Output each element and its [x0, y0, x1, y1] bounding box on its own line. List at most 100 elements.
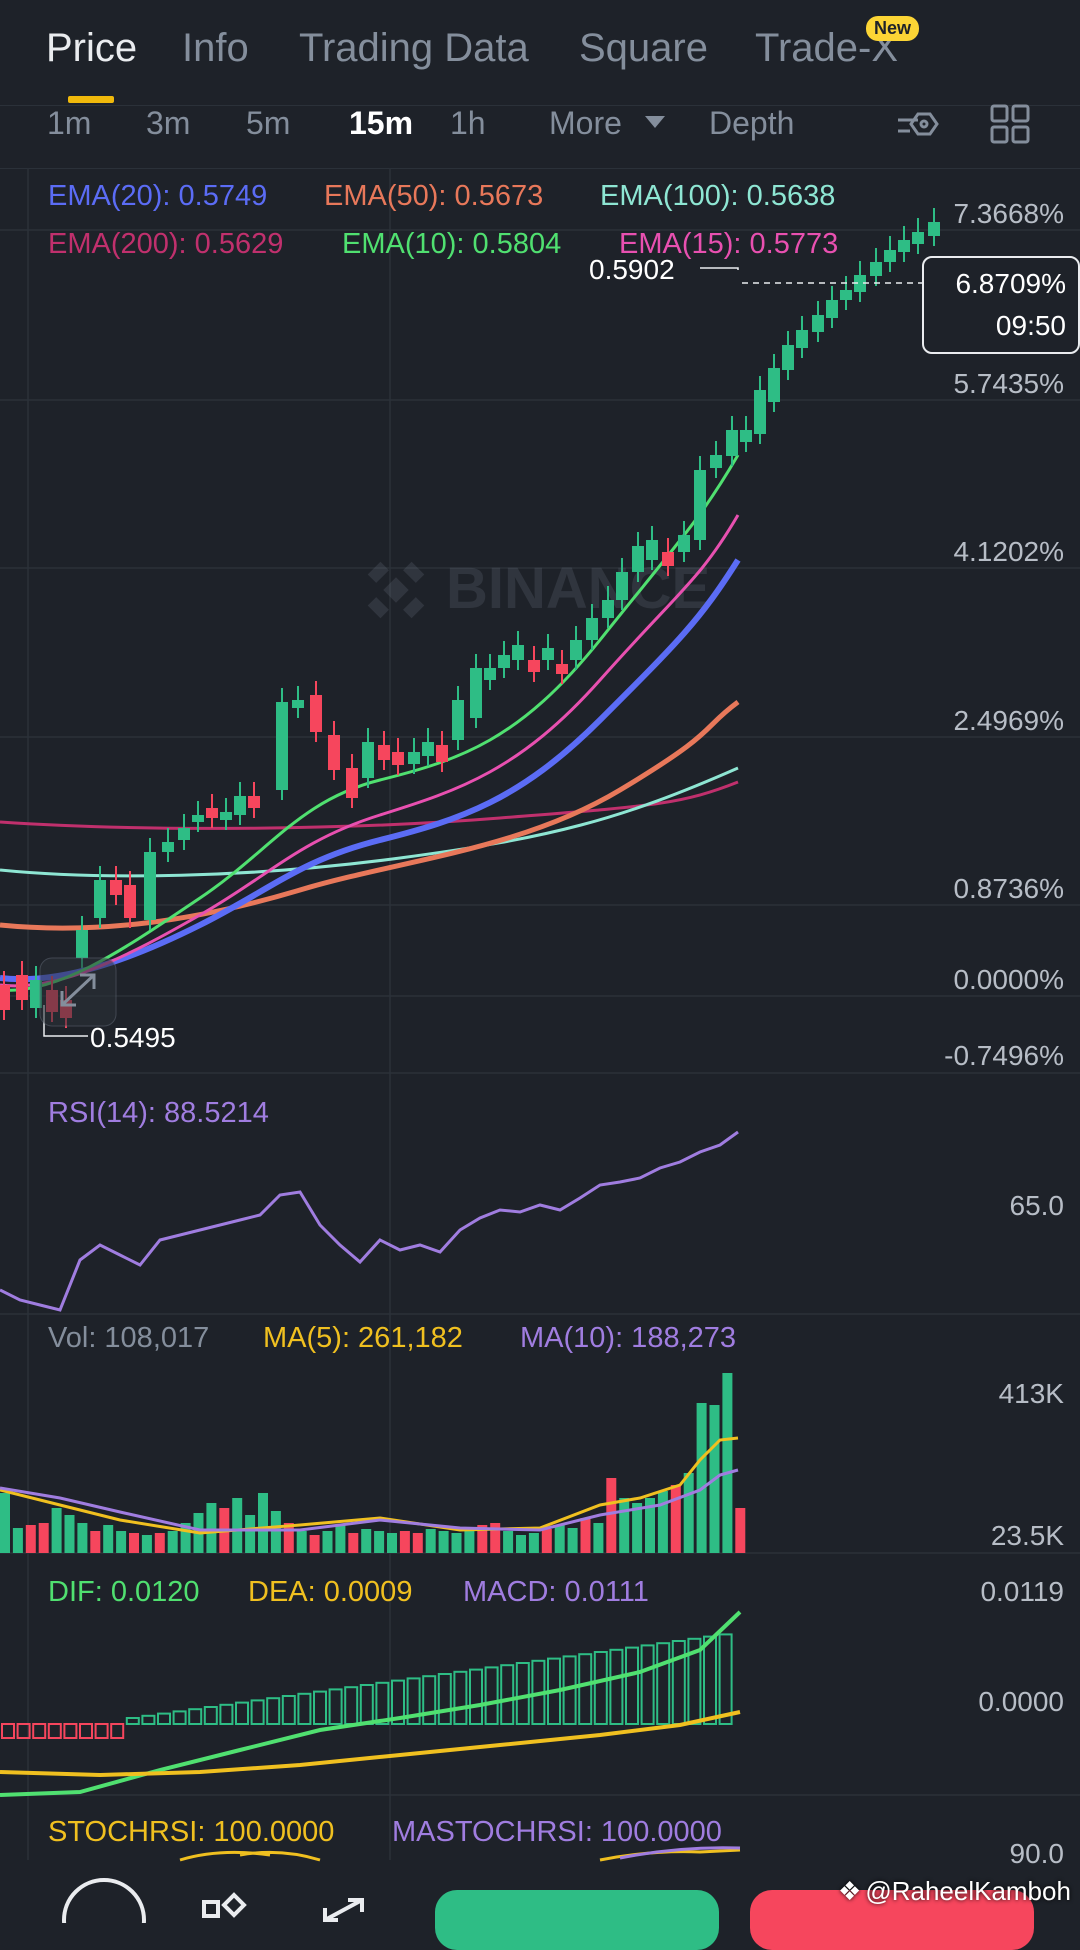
candle-body [678, 535, 690, 552]
macd-dea-legend: DEA: 0.0009 [248, 1576, 413, 1608]
layout-grid-icon[interactable] [990, 104, 1030, 144]
candle-body [854, 275, 866, 292]
timeframe-15m[interactable]: 15m [349, 105, 414, 141]
timeframe-1h[interactable]: 1h [450, 105, 486, 141]
ema200-line [0, 780, 739, 830]
macd-bar [235, 1701, 249, 1725]
tab-price[interactable]: Price [46, 26, 138, 70]
volume-bar [296, 1531, 307, 1553]
macd-bar [406, 1677, 421, 1726]
volume-bar [451, 1533, 462, 1553]
macd-bar [219, 1703, 234, 1726]
volume-bar [645, 1498, 655, 1553]
price-axis-label: 7.3668% [953, 198, 1064, 229]
candle-body [912, 232, 924, 244]
volume-bar [77, 1523, 88, 1553]
collapse-chart-icon[interactable] [39, 957, 117, 1027]
volume-bar [490, 1523, 501, 1553]
macd-bar [32, 1723, 47, 1739]
volume-bar [180, 1523, 191, 1553]
macd-bar [422, 1675, 437, 1725]
macd-bar [250, 1699, 265, 1726]
trade-icon[interactable] [323, 1898, 364, 1922]
candle-body [928, 222, 940, 236]
macd-bar [47, 1723, 62, 1739]
tab-info[interactable]: Info [182, 26, 249, 70]
volume-bar [657, 1491, 668, 1553]
volume-bar [683, 1473, 694, 1553]
volume-bar [116, 1531, 127, 1553]
macd-bar [125, 1717, 140, 1725]
current-price-percent: 6.8709% [955, 268, 1066, 299]
indicator-settings-icon[interactable] [898, 112, 939, 136]
candle-body [378, 745, 390, 760]
volume-bar [412, 1533, 423, 1553]
price-axis-label: 0.8736% [953, 873, 1064, 904]
volume-bar [464, 1531, 475, 1553]
volume-bar [580, 1518, 591, 1553]
volume-bar [541, 1529, 552, 1553]
candle-body [408, 752, 420, 764]
timeframe-more[interactable]: More [549, 105, 622, 141]
candle-body [144, 852, 156, 920]
candle-body [484, 668, 496, 680]
tab-trading-data[interactable]: Trading Data [299, 26, 529, 70]
macd-bar [593, 1651, 608, 1725]
more-dropdown-icon[interactable] [645, 116, 665, 128]
macd-value-legend: MACD: 0.0111 [463, 1576, 649, 1608]
tab-square[interactable]: Square [579, 26, 708, 70]
macd-bar [157, 1712, 171, 1725]
candle-body [898, 240, 910, 252]
more-menu-icon[interactable] [62, 1878, 146, 1923]
price-axis-label: 5.7435% [953, 368, 1064, 399]
macd-bar [656, 1642, 671, 1725]
active-tab-indicator [68, 96, 114, 103]
volume-bar [270, 1511, 281, 1553]
volume-bar [593, 1523, 604, 1553]
macd-bar [188, 1708, 203, 1725]
macd-bar [703, 1635, 717, 1725]
candle-body [796, 330, 808, 348]
timeframe-1m[interactable]: 1m [47, 105, 92, 141]
candle-body [452, 700, 464, 740]
markets-icon[interactable] [202, 1892, 247, 1918]
macd-axis-mid: 0.0000 [978, 1686, 1064, 1717]
depth-button[interactable]: Depth [709, 105, 795, 141]
candle-body [812, 315, 824, 332]
volume-bar [64, 1515, 75, 1553]
volume-bar [232, 1498, 243, 1553]
candle-body [76, 930, 88, 958]
candle-body [422, 742, 434, 756]
timeframe-3m[interactable]: 3m [146, 105, 191, 141]
candle-body [754, 390, 766, 434]
rsi-line [0, 1130, 739, 1312]
volume-bar [309, 1535, 320, 1553]
ema-lines [0, 454, 741, 992]
volume-bar [245, 1515, 256, 1553]
volume-bar [206, 1503, 217, 1553]
ema15-line [0, 514, 740, 988]
timeframe-5m[interactable]: 5m [246, 105, 291, 141]
volume-bars [0, 1373, 746, 1553]
macd-bar [63, 1723, 78, 1739]
buy-button[interactable] [435, 1890, 719, 1950]
volume-bar [516, 1535, 526, 1553]
candle-body [740, 430, 752, 442]
candle-body [0, 985, 10, 1010]
candle-body [248, 796, 260, 808]
volume-ma5-legend: MA(5): 261,182 [263, 1322, 463, 1354]
volume-bar [374, 1531, 385, 1553]
macd-bar [671, 1640, 686, 1725]
volume-bar [90, 1531, 101, 1553]
volume-bar [503, 1531, 514, 1553]
macd-bar [281, 1695, 296, 1725]
bottom-nav-icons [62, 1878, 364, 1923]
macd-bar [141, 1714, 156, 1726]
volume-bar [0, 1493, 10, 1553]
macd-bar [640, 1644, 655, 1726]
ema50-line [0, 699, 740, 931]
candle-body [662, 552, 674, 566]
high-price-label: 0.5902 [589, 254, 675, 285]
candle-countdown: 09:50 [995, 310, 1066, 341]
